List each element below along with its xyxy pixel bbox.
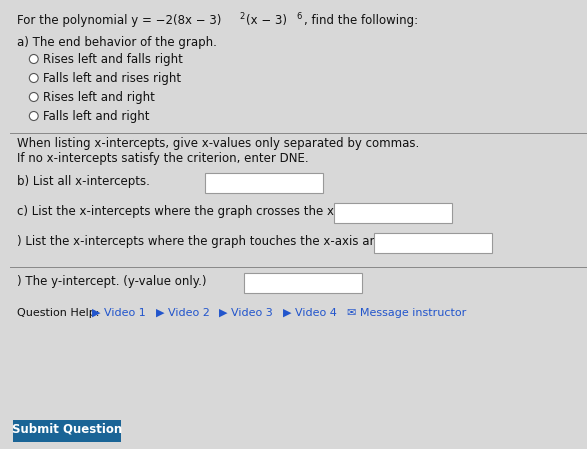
Circle shape	[29, 111, 38, 120]
Text: b) List all x-intercepts.: b) List all x-intercepts.	[17, 175, 150, 188]
Text: If no x-intercepts satisfy the criterion, enter DNE.: If no x-intercepts satisfy the criterion…	[17, 152, 309, 165]
Text: a) The end behavior of the graph.: a) The end behavior of the graph.	[17, 36, 217, 49]
Text: Falls left and right: Falls left and right	[43, 110, 149, 123]
Text: ✉ Message instructor: ✉ Message instructor	[348, 308, 467, 318]
Text: Rises left and falls right: Rises left and falls right	[43, 53, 183, 66]
Text: Falls left and rises right: Falls left and rises right	[43, 72, 181, 85]
Text: ) List the x-intercepts where the graph touches the x-axis and turns.: ) List the x-intercepts where the graph …	[17, 235, 423, 248]
Text: ▶ Video 1: ▶ Video 1	[92, 308, 146, 318]
Text: ▶ Video 4: ▶ Video 4	[284, 308, 337, 318]
Text: , find the following:: , find the following:	[304, 14, 418, 27]
FancyBboxPatch shape	[335, 203, 453, 223]
Text: ▶ Video 2: ▶ Video 2	[156, 308, 210, 318]
Text: Rises left and right: Rises left and right	[43, 91, 154, 104]
Text: 2: 2	[239, 12, 244, 21]
Text: For the polynomial y = −2(8x − 3): For the polynomial y = −2(8x − 3)	[17, 14, 221, 27]
Text: ▶ Video 3: ▶ Video 3	[220, 308, 273, 318]
Text: (x − 3): (x − 3)	[246, 14, 287, 27]
Circle shape	[29, 74, 38, 83]
FancyBboxPatch shape	[244, 273, 362, 293]
Circle shape	[29, 92, 38, 101]
Circle shape	[29, 54, 38, 63]
FancyBboxPatch shape	[205, 173, 323, 193]
FancyBboxPatch shape	[374, 233, 492, 253]
Text: c) List the x-intercepts where the graph crosses the x-axis.: c) List the x-intercepts where the graph…	[17, 205, 366, 218]
Text: 6: 6	[296, 12, 302, 21]
Text: Question Help:: Question Help:	[17, 308, 99, 318]
Text: When listing x-intercepts, give x-values only separated by commas.: When listing x-intercepts, give x-values…	[17, 137, 419, 150]
Text: ) The y-intercept. (y-value only.): ) The y-intercept. (y-value only.)	[17, 275, 207, 288]
Text: Submit Question: Submit Question	[12, 422, 122, 435]
FancyBboxPatch shape	[13, 420, 122, 442]
